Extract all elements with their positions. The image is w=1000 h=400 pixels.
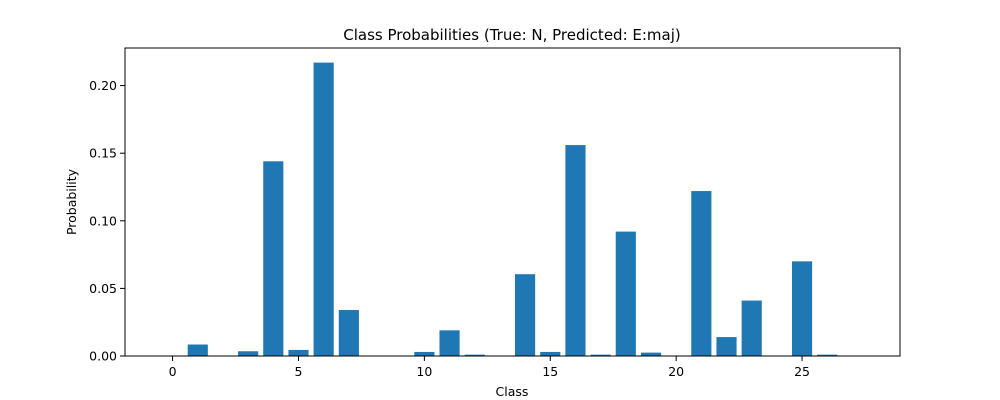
y-tick-label: 0.00 [89, 349, 117, 364]
x-tick-label: 10 [416, 364, 432, 379]
bar-class-17 [590, 354, 611, 356]
x-tick-label: 25 [794, 364, 810, 379]
bar-class-15 [540, 351, 561, 356]
bar-class-22 [716, 337, 737, 356]
x-tick-label: 0 [169, 364, 177, 379]
bar-class-12 [464, 354, 485, 356]
bar-class-11 [439, 330, 460, 356]
bar-class-21 [691, 191, 712, 356]
y-tick-label: 0.05 [89, 281, 117, 296]
x-tick-label: 15 [542, 364, 558, 379]
bar-class-14 [515, 274, 536, 356]
bar-class-5 [288, 349, 309, 356]
y-axis-ticks: 0.00 0.05 0.10 0.15 0.20 [89, 78, 125, 364]
y-tick-label: 0.15 [89, 146, 117, 161]
bar-class-7 [338, 310, 359, 356]
plot-frame [124, 47, 901, 357]
bar-class-18 [615, 231, 636, 356]
bar-class-25 [791, 261, 813, 356]
bar-class-26 [817, 354, 838, 356]
bar-class-6 [313, 62, 334, 356]
bar-class-10 [414, 351, 435, 356]
bar-class-23 [741, 300, 762, 356]
x-tick-label: 20 [668, 364, 684, 379]
chart-title: Class Probabilities (True: N, Predicted:… [343, 26, 681, 44]
bars-group [187, 62, 838, 356]
x-axis-label: Class [496, 384, 529, 399]
x-tick-label: 5 [295, 364, 303, 379]
y-axis-label: Probability [64, 168, 79, 235]
bar-class-19 [640, 352, 662, 356]
x-axis-ticks: 0 5 10 15 20 25 [169, 356, 810, 379]
bar-class-1 [187, 344, 208, 356]
y-tick-label: 0.20 [89, 78, 117, 93]
bar-class-4 [263, 161, 284, 356]
bar-class-16 [565, 145, 586, 356]
bar-class-3 [238, 351, 259, 356]
y-tick-label: 0.10 [89, 213, 117, 228]
